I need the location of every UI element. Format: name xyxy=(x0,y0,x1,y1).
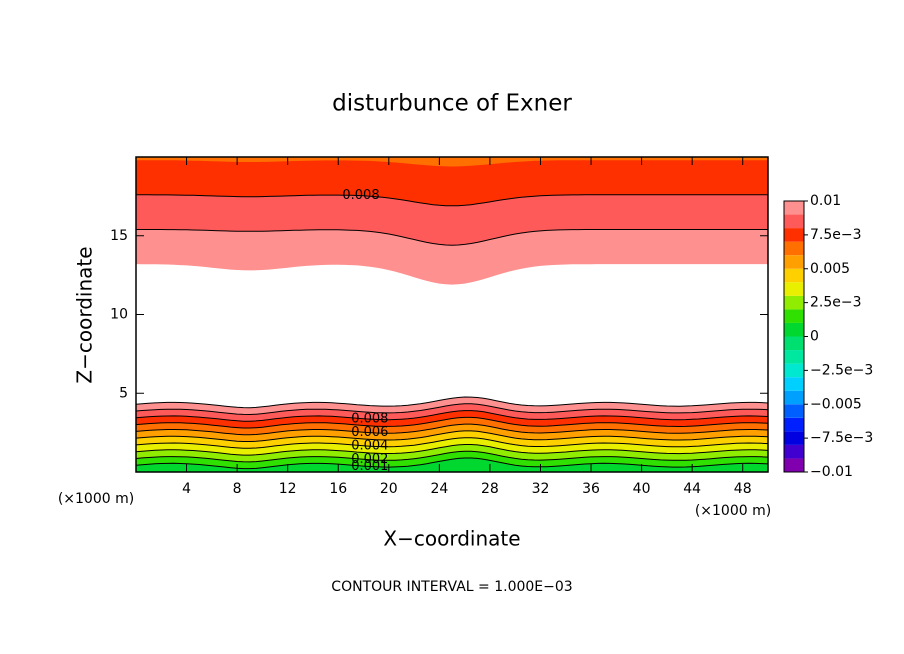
contour-line xyxy=(136,423,768,436)
colorbar-tick-label: 0 xyxy=(810,329,819,345)
colorbar-swatch xyxy=(784,282,804,296)
contour-label: 0.006 xyxy=(351,425,388,440)
y-axis-label: Z−coordinate xyxy=(73,246,97,383)
colorbar-swatch xyxy=(784,377,804,391)
x-tick-label: 20 xyxy=(380,481,398,497)
contour-line xyxy=(136,410,768,422)
x-unit-label: (×1000 m) xyxy=(58,491,134,507)
colorbar-swatch xyxy=(784,390,804,405)
colorbar-tick-label: −2.5e−3 xyxy=(810,362,873,378)
contour-line xyxy=(136,430,768,442)
x-tick-label: 16 xyxy=(329,481,347,497)
contour-line xyxy=(136,416,768,429)
x-tick-label: 24 xyxy=(430,481,448,497)
colorbar-swatch xyxy=(784,363,804,378)
colorbar-swatch xyxy=(784,431,804,445)
x-tick-label: 12 xyxy=(279,481,297,497)
contour-line xyxy=(136,194,768,207)
colorbar-tick-label: 0.01 xyxy=(810,193,841,209)
contour-line xyxy=(136,457,768,470)
colorbar-tick-label: −7.5e−3 xyxy=(810,430,873,446)
colorbar-swatch xyxy=(784,228,804,242)
colorbar-swatch xyxy=(784,201,804,215)
colorbar-swatch xyxy=(784,336,804,351)
y-tick-label: 5 xyxy=(119,385,128,401)
y-tick-label: 10 xyxy=(110,307,128,323)
colorbar-swatch xyxy=(784,404,804,418)
x-tick-label: 36 xyxy=(582,481,600,497)
colorbar-tick-label: 0.005 xyxy=(810,261,850,277)
contour-band xyxy=(136,157,768,167)
colorbar-swatch xyxy=(784,255,804,269)
colorbar-tick-label: 2.5e−3 xyxy=(810,295,862,311)
contour-line xyxy=(136,437,768,449)
contour-label: 0.008 xyxy=(342,188,379,203)
x-tick-label: 40 xyxy=(633,481,651,497)
colorbar-tick-label: −0.01 xyxy=(810,464,853,480)
x-tick-label: 44 xyxy=(683,481,701,497)
contour-band xyxy=(136,458,768,472)
colorbar-tick-label: −0.005 xyxy=(810,396,862,412)
colorbar-swatch xyxy=(784,268,804,283)
colorbar-tick-label: 7.5e−3 xyxy=(810,227,862,243)
colorbar-swatch xyxy=(784,309,804,323)
colorbar-swatch xyxy=(784,458,804,472)
footer-note: CONTOUR INTERVAL = 1.000E−03 xyxy=(331,579,572,595)
contour-line xyxy=(136,444,768,456)
contour-label: 0.002 xyxy=(351,452,388,467)
colorbar-swatch xyxy=(784,350,804,364)
x-tick-label: 32 xyxy=(532,481,550,497)
y-tick-label: 15 xyxy=(110,228,128,244)
contour-label: 0.001 xyxy=(351,459,388,474)
x-tick-label: 28 xyxy=(481,481,499,497)
contour-line xyxy=(136,450,768,463)
contour-band xyxy=(136,157,768,206)
x-tick-label: 4 xyxy=(182,481,191,497)
x-axis-label: X−coordinate xyxy=(383,527,520,551)
x-unit-label: (×1000 m) xyxy=(695,503,771,519)
x-tick-label: 8 xyxy=(233,481,242,497)
chart-title: disturbunce of Exner xyxy=(332,91,572,117)
contour-line xyxy=(136,229,768,246)
contour-line xyxy=(136,403,768,416)
colorbar-swatch xyxy=(784,444,804,459)
colorbar-swatch xyxy=(784,241,804,256)
colorbar-swatch xyxy=(784,214,804,229)
contour-line xyxy=(136,396,768,409)
contour-label: 0.004 xyxy=(351,439,388,454)
colorbar-swatch xyxy=(784,322,804,337)
contour-label: 0.008 xyxy=(351,412,388,427)
colorbar-swatch xyxy=(784,295,804,310)
x-tick-label: 48 xyxy=(734,481,752,497)
colorbar-swatch xyxy=(784,417,804,432)
